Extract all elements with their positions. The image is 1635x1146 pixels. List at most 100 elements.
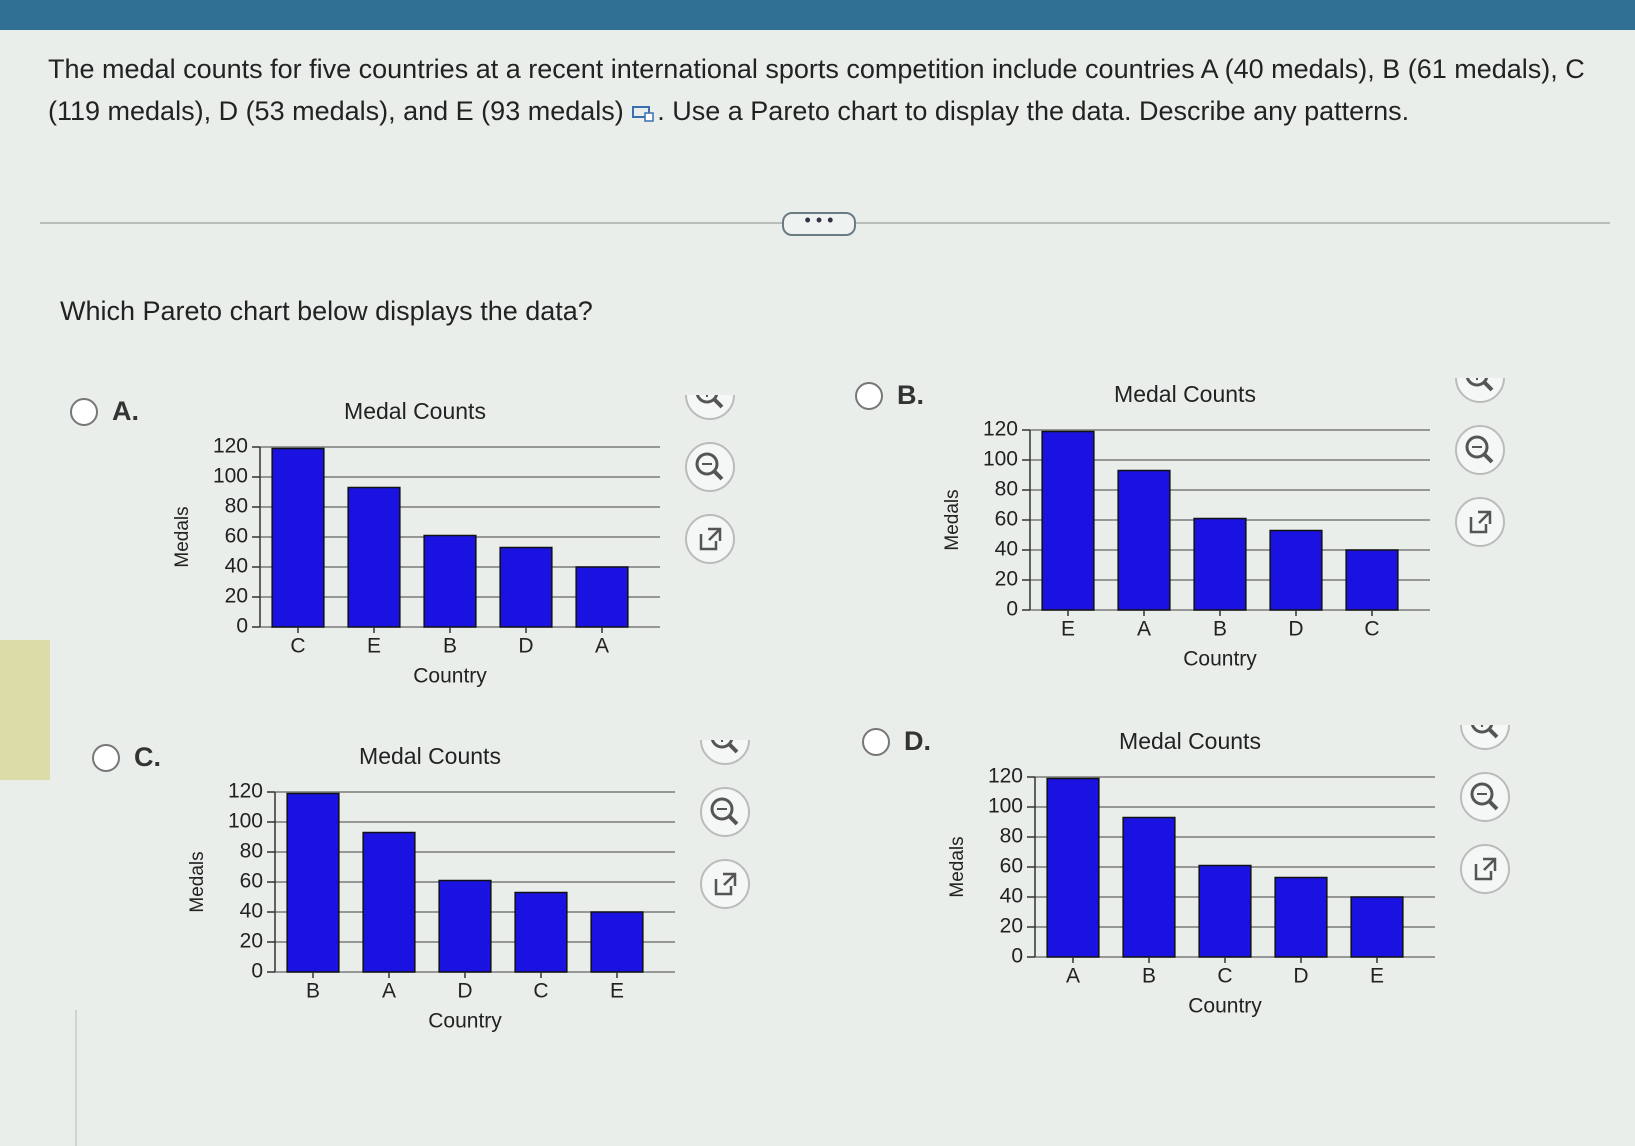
- icon-bg: [1455, 425, 1505, 475]
- y-tick-label: 60: [1000, 855, 1023, 878]
- icon-glyph: [1487, 799, 1499, 811]
- open-button[interactable]: [1455, 497, 1505, 547]
- icon-glyph: [1482, 452, 1494, 464]
- y-tick-label: 80: [995, 478, 1018, 501]
- icon-glyph: [712, 397, 724, 409]
- x-axis-label: Country: [428, 1010, 502, 1033]
- y-tick-label: 100: [228, 810, 263, 833]
- y-tick-label: 40: [225, 555, 248, 578]
- x-tick-label: D: [1293, 965, 1308, 988]
- icon-glyph: [727, 814, 739, 826]
- icon-glyph: [712, 469, 724, 481]
- bar: [1350, 896, 1404, 958]
- prompt: Which Pareto chart below displays the da…: [60, 296, 593, 326]
- icon-bg: [700, 740, 750, 765]
- y-tick-label: 20: [225, 585, 248, 608]
- icon-glyph: [1470, 725, 1494, 734]
- x-tick-label: C: [1364, 618, 1379, 641]
- x-tick-label: B: [1142, 965, 1156, 988]
- option[interactable]: A.: [70, 396, 139, 427]
- x-tick-label: B: [306, 980, 320, 1003]
- bar: [423, 534, 477, 628]
- y-tick-label: 100: [988, 795, 1023, 818]
- x-tick-label: D: [1288, 618, 1303, 641]
- chart-title: Medal Counts: [1114, 381, 1256, 407]
- y-tick-label: 60: [995, 508, 1018, 531]
- radio[interactable]: [855, 381, 883, 410]
- chart: Medal Counts Medals Country 0 20 40 60 80 100 120…: [187, 740, 750, 1033]
- question: The medal counts for five countries at a…: [48, 48, 1608, 132]
- option-label: B.: [897, 380, 924, 410]
- radio[interactable]: [862, 727, 890, 756]
- x-tick-label: E: [367, 635, 381, 658]
- x-axis-label: Country: [1188, 995, 1262, 1018]
- y-tick-label: 20: [995, 568, 1018, 591]
- side-tab: [0, 640, 50, 780]
- y-tick-label: 0: [1011, 945, 1023, 968]
- x-tick-label: A: [382, 980, 396, 1003]
- question-text: The medal counts for five countries at a…: [48, 54, 1585, 126]
- open-button[interactable]: [685, 514, 735, 564]
- bar: [514, 891, 568, 973]
- y-axis-label: Medals: [172, 506, 193, 567]
- option-label: C.: [134, 742, 161, 772]
- bar: [1345, 549, 1399, 611]
- data-icon[interactable]: [631, 103, 657, 123]
- icon-glyph: [1465, 378, 1489, 387]
- icon-glyph: [710, 740, 734, 749]
- x-tick-label: E: [1370, 965, 1384, 988]
- radio[interactable]: [92, 743, 120, 772]
- option[interactable]: B.: [855, 380, 924, 411]
- zoom-in[interactable]: [1455, 378, 1505, 403]
- chart: Medal Counts Medals Country 0 20 40 60 80 100 120…: [942, 378, 1505, 671]
- y-tick-label: 80: [225, 495, 248, 518]
- chart-title: Medal Counts: [359, 743, 501, 769]
- icon-glyph: [695, 395, 719, 404]
- zoom-in[interactable]: [1460, 725, 1510, 750]
- bar: [438, 879, 492, 973]
- y-tick-label: 20: [240, 930, 263, 953]
- zoom-out[interactable]: [700, 787, 750, 837]
- bar: [1269, 529, 1323, 611]
- zoom-in[interactable]: [685, 395, 735, 420]
- bar: [1198, 864, 1252, 958]
- icon-bg: [1460, 772, 1510, 822]
- bar: [1193, 517, 1247, 611]
- zoom-out[interactable]: [685, 442, 735, 492]
- open-button[interactable]: [700, 859, 750, 909]
- y-tick-label: 40: [995, 538, 1018, 561]
- x-tick-label: A: [1137, 618, 1151, 641]
- icon-glyph: [699, 527, 722, 551]
- bar: [1041, 430, 1095, 611]
- option[interactable]: C.: [92, 742, 161, 773]
- question-text-after: . Use a Pareto chart to display the data…: [657, 96, 1410, 126]
- bar: [1122, 816, 1176, 958]
- bar: [286, 792, 340, 973]
- y-tick-label: 120: [213, 435, 248, 458]
- chart: Medal Counts Medals Country 0 20 40 60 80 100 120…: [947, 725, 1510, 1018]
- option[interactable]: D.: [862, 726, 931, 757]
- open-button[interactable]: [1460, 844, 1510, 894]
- zoom-in[interactable]: [700, 740, 750, 765]
- y-tick-label: 120: [228, 780, 263, 803]
- icon-bg: [1455, 378, 1505, 403]
- frame-edge: [75, 1010, 77, 1146]
- radio[interactable]: [70, 397, 98, 426]
- chart-title: Medal Counts: [1119, 728, 1261, 754]
- more-button[interactable]: • • •: [782, 211, 856, 236]
- chart: Medal Counts Medals Country 0 20 40 60 80 100 120…: [172, 395, 735, 688]
- x-tick-label: A: [1066, 965, 1080, 988]
- y-tick-label: 40: [1000, 885, 1023, 908]
- x-tick-label: B: [1213, 618, 1227, 641]
- x-tick-label: C: [1217, 965, 1232, 988]
- icon-glyph: [1482, 380, 1494, 392]
- icon-glyph: [1474, 857, 1497, 881]
- y-axis-label: Medals: [187, 851, 208, 912]
- y-tick-label: 120: [988, 765, 1023, 788]
- zoom-out[interactable]: [1460, 772, 1510, 822]
- bar: [1046, 777, 1100, 958]
- x-tick-label: D: [518, 635, 533, 658]
- zoom-out[interactable]: [1455, 425, 1505, 475]
- bar: [499, 546, 553, 628]
